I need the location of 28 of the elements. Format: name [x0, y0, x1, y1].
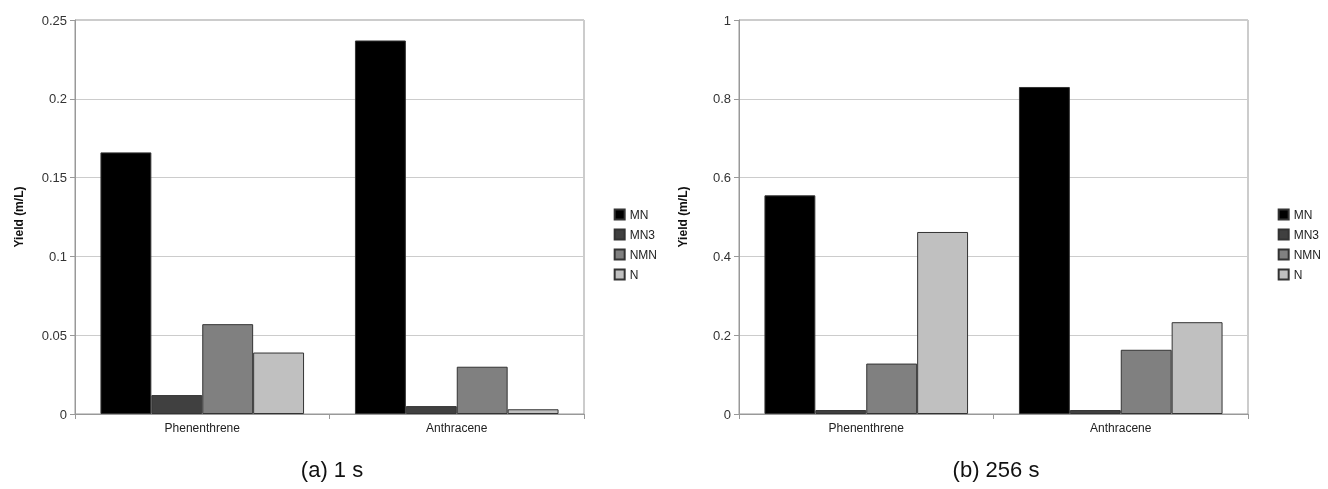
y-tick-label: 0.6	[712, 170, 731, 186]
text: (b) 256 s	[952, 456, 1040, 482]
legend-label: N	[629, 267, 639, 282]
legend-label: MN	[1293, 207, 1313, 222]
legend-label: MN3	[1293, 227, 1320, 242]
y-axis-title: Yield (m/L)	[12, 186, 26, 248]
x-tick-label: Anthracene	[426, 421, 488, 435]
y-tick-label: 0.25	[41, 12, 67, 28]
legend-label: MN3	[629, 227, 656, 242]
x-tick-label: Phenenthrene	[164, 421, 241, 435]
y-tick-label: 1	[723, 12, 731, 28]
y-tick-label: 0	[59, 406, 67, 422]
y-tick-label: 0.05	[41, 327, 67, 343]
text: (a) 1 s	[300, 456, 364, 482]
y-tick-label: 0.15	[41, 170, 67, 186]
y-tick-label: 0.2	[48, 91, 67, 107]
y-tick-label: 0.2	[712, 327, 731, 343]
y-tick-label: 0.8	[712, 91, 731, 107]
legend-label: MN	[629, 207, 649, 222]
y-axis-title: Yield (m/L)	[676, 186, 690, 248]
y-tick-label: 0	[723, 406, 731, 422]
x-tick-label: Phenenthrene	[828, 421, 905, 435]
legend-label: NMN	[629, 247, 657, 262]
x-tick-label: Anthracene	[1090, 421, 1152, 435]
y-tick-label: 0.1	[48, 248, 67, 264]
y-tick-label: 0.4	[712, 248, 731, 264]
legend-label: N	[1293, 267, 1303, 282]
legend-label: NMN	[1293, 247, 1321, 262]
